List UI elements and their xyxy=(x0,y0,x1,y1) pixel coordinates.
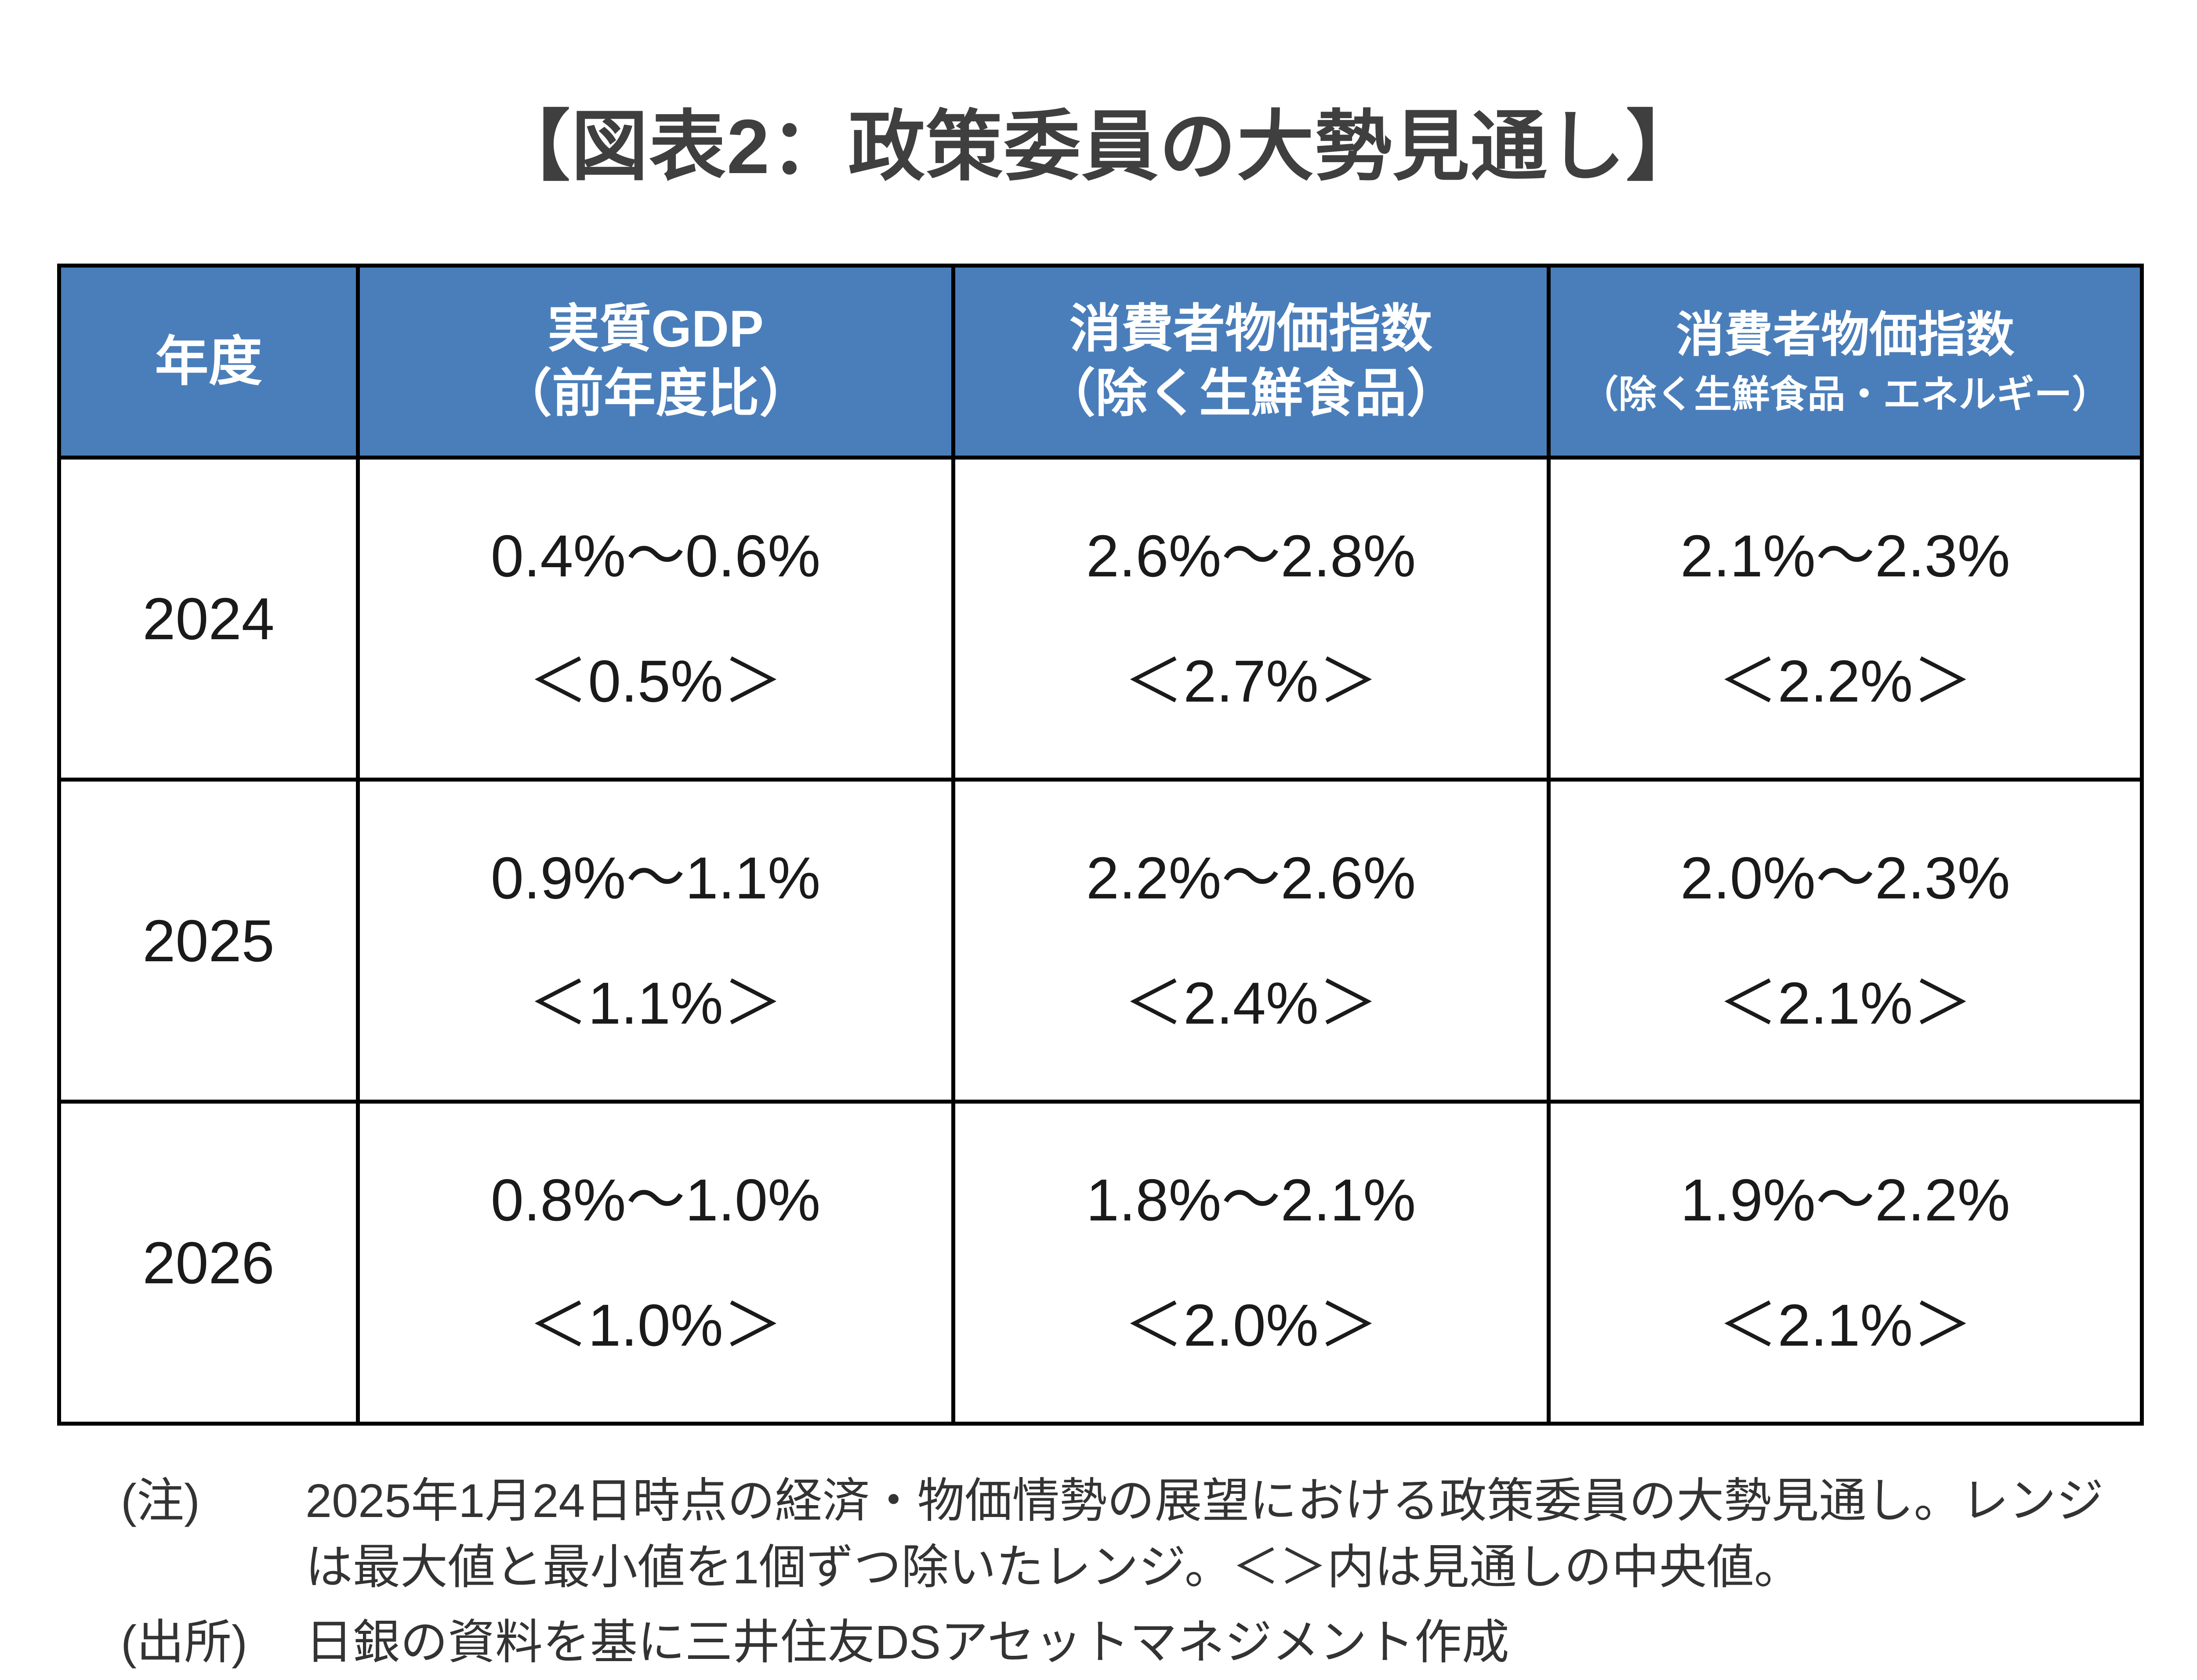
header-cpi-core-line1: 消費者物価指数 xyxy=(1676,308,2015,362)
cpi-range: 2.6%～2.8% xyxy=(1086,522,1416,589)
header-cpi: 消費者物価指数 （除く生鮮食品） xyxy=(951,264,1551,460)
note-text: 2025年1月24日時点の経済・物価情勢の展望における政策委員の大勢見通し。レン… xyxy=(305,1474,2104,1594)
header-gdp-line1: 実質GDP xyxy=(547,300,764,358)
source-label: (出所) xyxy=(121,1615,247,1669)
cpi-cell: 2.6%～2.8% ＜2.7%＞ xyxy=(951,456,1551,782)
header-cpi-line1: 消費者物価指数 xyxy=(1069,300,1432,358)
gdp-median: ＜1.1%＞ xyxy=(529,970,783,1036)
cpi-core-values: 2.0%～2.3% ＜2.1%＞ xyxy=(1551,844,2140,1038)
page-title: 【図表2：政策委員の大勢見通し】 xyxy=(493,104,1704,190)
cpi-values: 1.8%～2.1% ＜2.0%＞ xyxy=(955,1166,1547,1360)
forecast-table: 年度 実質GDP （前年度比） 消費者物価指数 （除く生鮮食品） 消費者物価指数… xyxy=(57,264,2144,1426)
header-year-label: 年度 xyxy=(155,331,262,391)
cpi-core-median: ＜2.1%＞ xyxy=(1718,970,1972,1036)
header-cpi-line2: （除く生鮮食品） xyxy=(1043,365,1458,423)
cpi-core-cell: 2.1%～2.3% ＜2.2%＞ xyxy=(1547,456,2144,782)
gdp-range: 0.8%～1.0% xyxy=(490,1166,821,1233)
cpi-range: 2.2%～2.6% xyxy=(1086,844,1416,911)
cpi-median: ＜2.0%＞ xyxy=(1124,1292,1378,1358)
header-gdp-line2: （前年度比） xyxy=(500,365,811,423)
cpi-cell: 1.8%～2.1% ＜2.0%＞ xyxy=(951,1100,1551,1426)
source-text: 日銀の資料を基に三井住友DSアセットマネジメント作成 xyxy=(305,1615,1509,1669)
gdp-median: ＜1.0%＞ xyxy=(529,1292,783,1358)
cpi-core-range: 1.9%～2.2% xyxy=(1680,1166,2010,1233)
cpi-core-median: ＜2.2%＞ xyxy=(1718,648,1972,714)
table-row-2025: 2025 0.9%～1.1% ＜1.1%＞ 2.2%～2.6% ＜2.4%＞ 2 xyxy=(57,778,2144,1104)
year-cell: 2024 xyxy=(57,456,360,782)
gdp-cell: 0.4%～0.6% ＜0.5%＞ xyxy=(356,456,955,782)
table-row-2024: 2024 0.4%～0.6% ＜0.5%＞ 2.6%～2.8% ＜2.7%＞ 2 xyxy=(57,456,2144,782)
cpi-values: 2.6%～2.8% ＜2.7%＞ xyxy=(955,522,1547,716)
header-cpi-core: 消費者物価指数 （除く生鮮食品・エネルギー） xyxy=(1547,264,2144,460)
cpi-median: ＜2.4%＞ xyxy=(1124,970,1378,1036)
gdp-median: ＜0.5%＞ xyxy=(529,648,783,714)
cpi-core-cell: 1.9%～2.2% ＜2.1%＞ xyxy=(1547,1100,2144,1426)
gdp-range: 0.4%～0.6% xyxy=(490,522,821,589)
gdp-range: 0.9%～1.1% xyxy=(490,844,821,911)
cpi-median: ＜2.7%＞ xyxy=(1124,648,1378,714)
gdp-values: 0.4%～0.6% ＜0.5%＞ xyxy=(360,522,951,716)
header-row: 年度 実質GDP （前年度比） 消費者物価指数 （除く生鮮食品） 消費者物価指数… xyxy=(57,264,2144,460)
cpi-core-range: 2.1%～2.3% xyxy=(1680,522,2010,589)
year-cell: 2025 xyxy=(57,778,360,1104)
table-row-2026: 2026 0.8%～1.0% ＜1.0%＞ 1.8%～2.1% ＜2.0%＞ 1 xyxy=(57,1100,2144,1426)
note-row: (注) 2025年1月24日時点の経済・物価情勢の展望における政策委員の大勢見通… xyxy=(121,1467,2140,1600)
cpi-core-values: 2.1%～2.3% ＜2.2%＞ xyxy=(1551,522,2140,716)
cpi-core-median: ＜2.1%＞ xyxy=(1718,1292,1972,1358)
cpi-cell: 2.2%～2.6% ＜2.4%＞ xyxy=(951,778,1551,1104)
cpi-core-values: 1.9%～2.2% ＜2.1%＞ xyxy=(1551,1166,2140,1360)
cpi-range: 1.8%～2.1% xyxy=(1086,1166,1416,1233)
header-year: 年度 xyxy=(57,264,360,460)
gdp-cell: 0.8%～1.0% ＜1.0%＞ xyxy=(356,1100,955,1426)
cpi-values: 2.2%～2.6% ＜2.4%＞ xyxy=(955,844,1547,1038)
header-gdp: 実質GDP （前年度比） xyxy=(356,264,955,460)
header-cpi-core-line2: （除く生鮮食品・エネルギー） xyxy=(1581,373,2110,416)
year-cell: 2026 xyxy=(57,1100,360,1426)
gdp-values: 0.9%～1.1% ＜1.1%＞ xyxy=(360,844,951,1038)
source-row: (出所) 日銀の資料を基に三井住友DSアセットマネジメント作成 xyxy=(121,1609,2140,1675)
cpi-core-range: 2.0%～2.3% xyxy=(1680,844,2010,911)
note-label: (注) xyxy=(121,1474,200,1527)
footnotes: (注) 2025年1月24日時点の経済・物価情勢の展望における政策委員の大勢見通… xyxy=(57,1467,2140,1676)
gdp-cell: 0.9%～1.1% ＜1.1%＞ xyxy=(356,778,955,1104)
gdp-values: 0.8%～1.0% ＜1.0%＞ xyxy=(360,1166,951,1360)
cpi-core-cell: 2.0%～2.3% ＜2.1%＞ xyxy=(1547,778,2144,1104)
